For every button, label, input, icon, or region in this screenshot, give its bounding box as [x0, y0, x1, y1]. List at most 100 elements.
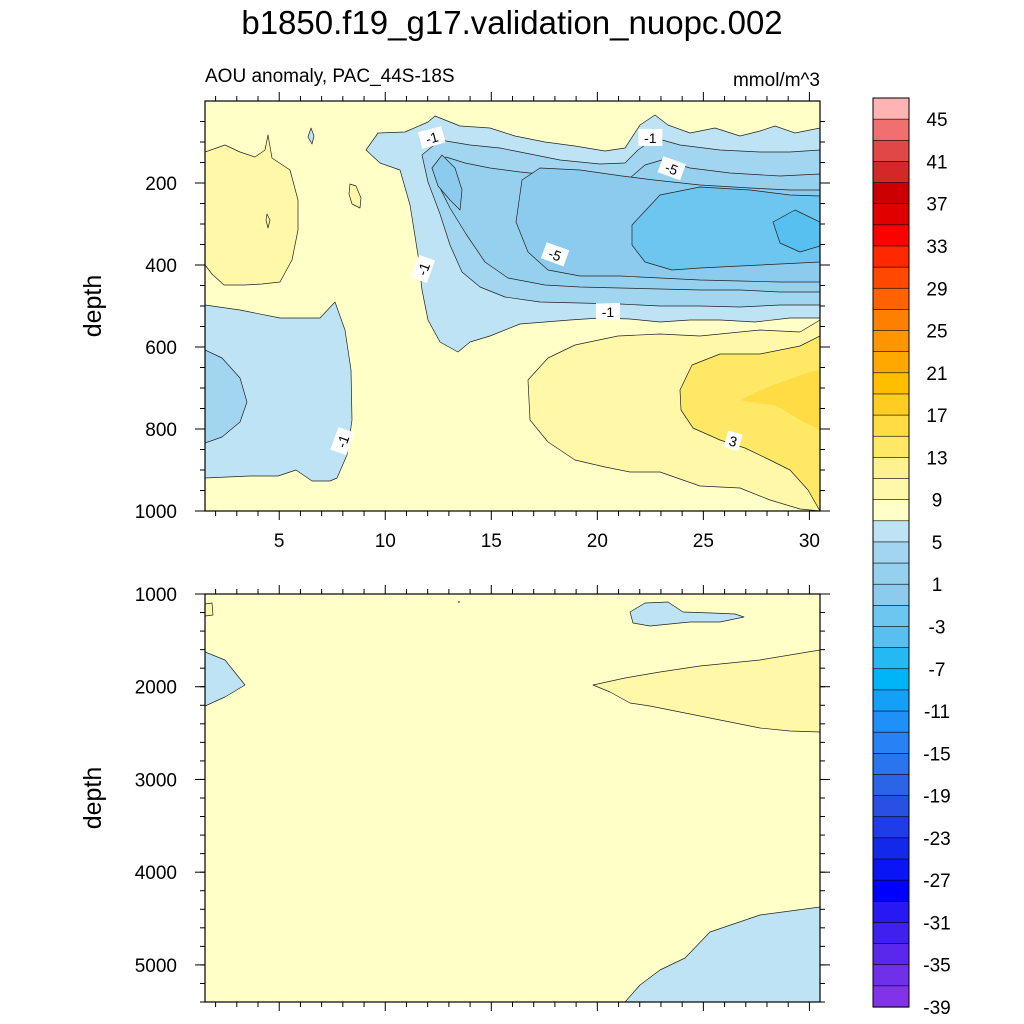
top-blue-core — [772, 209, 820, 253]
contour-label-text: -5 — [663, 159, 680, 178]
colorbar-swatch — [872, 774, 910, 797]
colorbar-swatch — [872, 901, 910, 924]
y-tick-label: 3000 — [135, 770, 177, 791]
colorbar-label: 1 — [932, 575, 943, 596]
contour-label-text: -1 — [333, 433, 352, 450]
colorbar-label: 29 — [926, 279, 947, 300]
colorbar-swatch — [872, 753, 910, 776]
colorbar-swatch — [872, 605, 910, 628]
colorbar-swatch — [872, 499, 910, 522]
colorbar-swatch — [872, 435, 910, 458]
colorbar-label: 5 — [932, 533, 943, 554]
contour-label: -1 — [638, 128, 663, 146]
colorbar-swatch — [872, 943, 910, 966]
colorbar-swatch — [872, 203, 910, 226]
colorbar-swatch — [872, 985, 910, 1008]
colorbar-label: -19 — [923, 787, 950, 808]
top-x-tick-label: 20 — [587, 531, 608, 552]
top-x-tick-label: 25 — [693, 531, 714, 552]
colorbar-swatch — [872, 562, 910, 585]
contour-label-box — [638, 128, 663, 146]
colorbar-label: 13 — [926, 448, 947, 469]
top-positive-left-region — [205, 134, 299, 286]
colorbar-label: 9 — [932, 491, 943, 512]
colorbar-swatch — [872, 541, 910, 564]
colorbar-swatch — [872, 922, 910, 945]
colorbar-swatch — [872, 97, 910, 120]
y-tick-label: 800 — [145, 420, 177, 441]
colorbar-swatch — [872, 795, 910, 818]
contour-label-box — [723, 430, 743, 451]
colorbar-label: -7 — [929, 660, 946, 681]
top-x-axis: 5 10 15 20 25 30 — [215, 92, 820, 552]
y-tick-label: 600 — [145, 338, 177, 359]
y-tick-label: 1000 — [135, 502, 177, 523]
y-tick-label: 200 — [145, 174, 177, 195]
colorbar-swatch — [872, 478, 910, 501]
colorbar-swatch — [872, 224, 910, 247]
colorbar-swatch — [872, 647, 910, 670]
top-small-blue-blob — [307, 127, 315, 145]
contour-label-box — [595, 303, 620, 321]
figure-title: b1850.f19_g17.validation_nuopc.002 — [241, 4, 782, 41]
colorbar-swatch — [872, 372, 910, 395]
colorbar-swatch — [872, 816, 910, 839]
bottom-panel: 1000 2000 3000 4000 5000 depth — [79, 585, 830, 1011]
top-panel: AOU anomaly, PAC_44S-18S mmol/m^3 -1 -1 -5… — [79, 66, 830, 552]
colorbar-label: -3 — [929, 617, 946, 638]
bottom-x-axis — [215, 585, 810, 1011]
bottom-dot — [458, 601, 460, 603]
top-y-axis-label: depth — [79, 275, 107, 338]
colorbar-label: 37 — [926, 195, 947, 216]
colorbar-swatch — [872, 161, 910, 184]
colorbar: 45 41 37 33 29 25 21 17 13 9 5 1 -3 -7 -11 -15 -19 -23 -27… — [872, 97, 951, 1019]
bottom-shallow-blue-region — [629, 601, 745, 627]
colorbar-swatch — [872, 731, 910, 754]
top-positive-right-core — [679, 335, 820, 511]
colorbar-label: 33 — [926, 237, 947, 258]
contour-label: -5 — [540, 242, 570, 267]
contour-label-text: -1 — [602, 304, 615, 320]
contour-label-box — [330, 426, 355, 456]
top-y-axis: 200 400 600 800 1000 — [135, 121, 830, 523]
top-left-blue-core — [205, 349, 248, 444]
colorbar-label: -15 — [923, 744, 950, 765]
colorbar-label: 17 — [926, 406, 947, 427]
colorbar-swatch — [872, 520, 910, 543]
contour-label-box — [540, 242, 570, 267]
top-contour-labels: -1 -1 -5 -5 -1 -1 -1 3 — [330, 126, 743, 456]
colorbar-swatch — [872, 118, 910, 141]
contour-label-box — [417, 126, 446, 149]
top-small-yellow-blob — [348, 183, 362, 209]
contour-label-text: 3 — [727, 433, 739, 451]
colorbar-swatch — [872, 266, 910, 289]
colorbar-label: 41 — [926, 152, 947, 173]
contour-label-text: -1 — [644, 130, 657, 146]
contour-label: -1 — [410, 254, 436, 284]
colorbar-swatch — [872, 583, 910, 606]
colorbar-label: 45 — [926, 110, 947, 131]
top-x-tick-label: 15 — [481, 531, 502, 552]
colorbar-swatch — [872, 668, 910, 691]
contour-label: 3 — [723, 430, 743, 451]
top-subtitle: AOU anomaly, PAC_44S-18S — [205, 66, 455, 87]
colorbar-swatch — [872, 689, 910, 712]
contour-label-text: -1 — [424, 129, 440, 148]
colorbar-swatch — [872, 393, 910, 416]
y-tick-label: 400 — [145, 256, 177, 277]
top-positive-right-max — [740, 370, 820, 430]
contour-label: -1 — [595, 303, 620, 321]
top-units: mmol/m^3 — [733, 70, 820, 91]
colorbar-swatch — [872, 139, 910, 163]
colorbar-swatch — [872, 710, 910, 733]
colorbar-swatch — [872, 964, 910, 987]
colorbar-label: -11 — [924, 702, 950, 723]
top-blue-level-5 — [631, 186, 820, 271]
bottom-deep-blue-region — [624, 906, 820, 1002]
colorbar-swatch — [872, 879, 910, 902]
colorbar-swatch — [872, 626, 910, 649]
bottom-tiny-blob — [205, 602, 214, 617]
colorbar-label: -23 — [923, 829, 950, 850]
y-tick-label: 4000 — [135, 863, 177, 884]
